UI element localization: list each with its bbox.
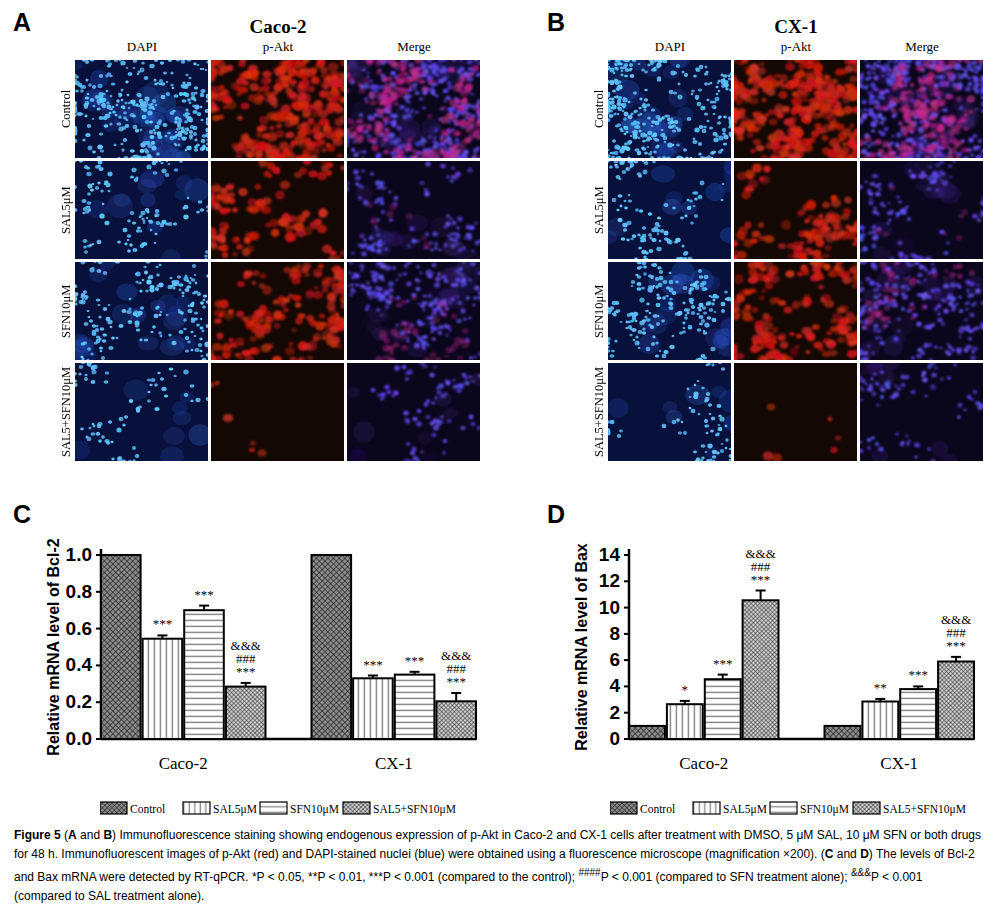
svg-text:0.2: 0.2 (66, 691, 92, 712)
svg-text:CX-1: CX-1 (880, 754, 918, 773)
svg-text:**: ** (874, 680, 887, 695)
svg-text:14: 14 (599, 544, 621, 565)
svg-text:Control: Control (640, 803, 675, 815)
svg-text:0.0: 0.0 (66, 728, 92, 749)
svg-text:SFN10μM: SFN10μM (800, 803, 849, 816)
svg-text:###: ### (236, 651, 256, 666)
svg-text:10: 10 (599, 597, 620, 618)
svg-text:0.4: 0.4 (66, 654, 93, 675)
svg-text:###: ### (751, 559, 771, 574)
svg-text:*: * (682, 682, 689, 697)
svg-text:SAL5μM: SAL5μM (723, 803, 767, 816)
svg-text:6: 6 (609, 649, 620, 670)
svg-text:###: ### (446, 661, 466, 676)
svg-text:&&&: &&& (441, 648, 471, 663)
svg-text:2: 2 (609, 702, 620, 723)
svg-text:***: *** (194, 587, 214, 602)
svg-text:***: *** (751, 572, 771, 587)
svg-text:SAL5μM: SAL5μM (213, 803, 257, 816)
svg-text:***: *** (446, 674, 466, 689)
svg-text:8: 8 (609, 623, 620, 644)
svg-text:0.8: 0.8 (66, 581, 92, 602)
svg-text:***: *** (713, 656, 733, 671)
svg-text:1.0: 1.0 (66, 544, 92, 565)
svg-text:CX-1: CX-1 (375, 754, 413, 773)
svg-text:&&&: &&& (231, 638, 261, 653)
svg-text:***: *** (363, 657, 383, 672)
svg-text:SFN10μM: SFN10μM (290, 803, 339, 816)
svg-text:***: *** (405, 653, 425, 668)
svg-text:&&&: &&& (745, 546, 775, 561)
svg-text:4: 4 (609, 675, 620, 696)
svg-text:0.6: 0.6 (66, 618, 92, 639)
svg-text:***: *** (153, 616, 173, 631)
svg-text:SAL5+SFN10μM: SAL5+SFN10μM (883, 803, 966, 816)
svg-text:***: *** (946, 638, 966, 653)
svg-text:0: 0 (609, 728, 620, 749)
svg-text:&&&: &&& (941, 612, 971, 627)
svg-text:###: ### (946, 625, 966, 640)
svg-text:12: 12 (599, 570, 620, 591)
svg-text:SAL5+SFN10μM: SAL5+SFN10μM (373, 803, 456, 816)
svg-text:Relative mRNA level of Bcl-2: Relative mRNA level of Bcl-2 (45, 538, 62, 755)
svg-text:Relative mRNA level of Bax: Relative mRNA level of Bax (573, 543, 590, 751)
svg-text:***: *** (236, 664, 256, 679)
svg-text:Caco-2: Caco-2 (679, 754, 728, 773)
svg-text:Control: Control (130, 803, 165, 815)
svg-text:***: *** (908, 667, 928, 682)
svg-text:Caco-2: Caco-2 (159, 754, 208, 773)
